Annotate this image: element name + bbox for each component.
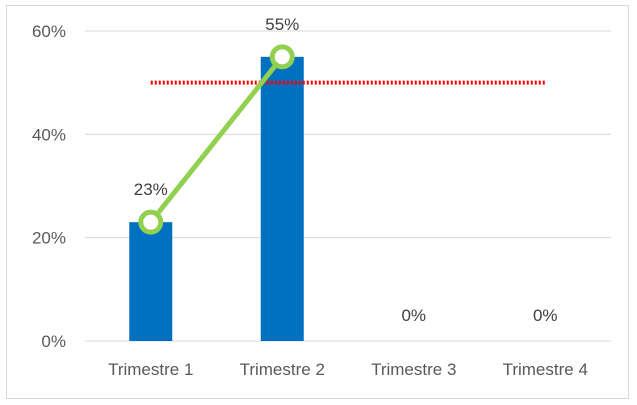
trend-point: [269, 44, 295, 70]
y-tick-label: 60%: [32, 22, 66, 41]
x-axis-tick-labels: Trimestre 1 Trimestre 2 Trimestre 3 Trimest…: [108, 360, 588, 379]
data-label: 55%: [265, 15, 299, 34]
trend-point: [138, 209, 164, 235]
y-axis-tick-labels: 0% 20% 40% 60%: [32, 22, 66, 351]
data-label: 0%: [401, 306, 426, 325]
gridlines: [85, 30, 611, 342]
y-tick-label: 40%: [32, 125, 66, 144]
chart-frame: [6, 5, 629, 399]
bar: [129, 222, 173, 341]
bar: [260, 56, 304, 341]
y-tick-label: 20%: [32, 229, 66, 248]
data-label: 23%: [134, 180, 168, 199]
trend-line: [148, 55, 285, 224]
x-tick-label: Trimestre 4: [503, 360, 588, 379]
y-tick-label: 0%: [41, 332, 66, 351]
x-tick-label: Trimestre 1: [108, 360, 193, 379]
trend-line-series: [138, 44, 295, 235]
x-tick-label: Trimestre 3: [371, 360, 456, 379]
x-tick-label: Trimestre 2: [240, 360, 325, 379]
bar-series: [129, 56, 304, 341]
data-label: 0%: [533, 306, 558, 325]
data-labels: 23% 55% 0% 0%: [134, 15, 558, 325]
